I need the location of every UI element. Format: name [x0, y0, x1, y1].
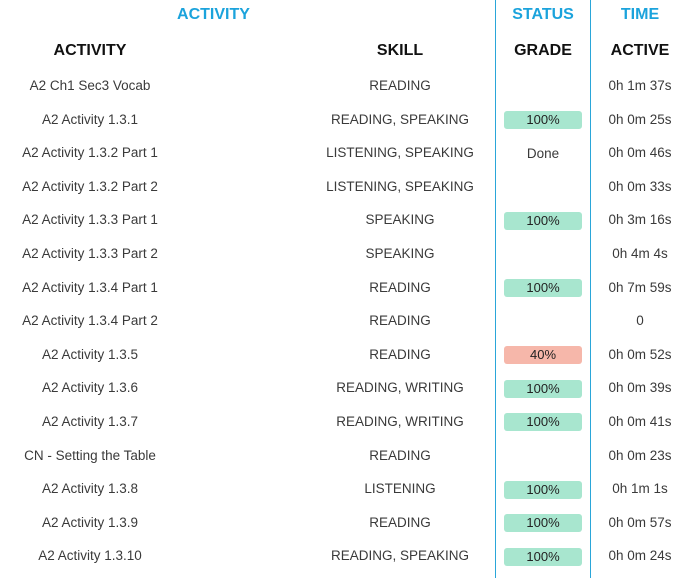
active-time-cell: 0h 1m 1s	[612, 481, 668, 497]
skill-cell: READING	[369, 514, 431, 530]
skill-cell: SPEAKING	[365, 246, 435, 261]
skill-cell: SPEAKING	[365, 212, 435, 228]
skill-cell: READING	[369, 447, 431, 463]
grade-cell: 100%	[496, 203, 590, 236]
activity-name-link[interactable]: A2 Activity 1.3.7	[41, 414, 139, 429]
active-time-cell: 0h 0m 39s	[608, 380, 672, 396]
grade-cell	[496, 439, 590, 472]
skill-cell: READING, SPEAKING	[330, 548, 470, 564]
active-time-cell: 0h 0m 25s	[608, 111, 672, 127]
activity-name-link[interactable]: A2 Activity 1.3.8	[41, 481, 139, 497]
active-time-cell: 0h 1m 37s	[608, 78, 672, 93]
table-row: A2 Ch1 Sec3 Vocab READING 0h 1m 37s	[0, 69, 688, 102]
column-header-active: ACTIVE	[610, 42, 670, 59]
status-column-divider	[495, 0, 496, 578]
table-row: A2 Activity 1.3.7 READING, WRITING 100% 0h …	[0, 405, 688, 438]
grade-badge: 100%	[504, 279, 582, 298]
column-header-activity: ACTIVITY	[53, 42, 127, 59]
skill-cell: LISTENING, SPEAKING	[326, 178, 474, 194]
table-row: CN - Setting the Table READING 0h 0m 23s	[0, 439, 688, 472]
table-row: A2 Activity 1.3.3 Part 2 SPEAKING 0h 4m 4s	[0, 237, 688, 270]
activity-name-link[interactable]: A2 Activity 1.3.2 Part 1	[22, 145, 158, 161]
table-row: A2 Activity 1.3.2 Part 1 LISTENING, SPEAK…	[0, 136, 688, 169]
grade-badge: 100%	[504, 111, 582, 130]
table-row: A2 Activity 1.3.1 READING, SPEAKING 100% 0h…	[0, 103, 688, 136]
table-row: A2 Activity 1.3.8 LISTENING 100% 0h 1m 1s	[0, 472, 688, 505]
grade-badge: 100%	[504, 547, 582, 566]
activity-name-link[interactable]: A2 Activity 1.3.3 Part 1	[22, 212, 158, 228]
grade-badge: 100%	[504, 480, 582, 499]
active-time-cell: 0h 4m 4s	[612, 246, 668, 261]
table-row: A2 Activity 1.3.10 READING, SPEAKING 100% 0…	[0, 539, 688, 572]
grade-status-text: Done	[526, 146, 560, 162]
grade-cell: 100%	[496, 506, 590, 539]
activity-name-link[interactable]: A2 Activity 1.3.2 Part 2	[22, 178, 158, 194]
column-header-skill: SKILL	[376, 42, 424, 59]
active-time-cell: 0h 3m 16s	[608, 212, 672, 228]
activity-name-link[interactable]: A2 Activity 1.3.4 Part 2	[22, 313, 158, 329]
activity-name-link[interactable]: A2 Activity 1.3.10	[38, 548, 142, 564]
skill-cell: READING, WRITING	[336, 414, 464, 429]
table-row: A2 Activity 1.3.5 READING 40% 0h 0m 52s	[0, 338, 688, 371]
grade-badge: 100%	[504, 211, 582, 230]
active-time-cell: 0h 0m 52s	[608, 346, 672, 362]
skill-cell: READING	[369, 279, 431, 295]
active-time-cell: 0h 0m 23s	[608, 447, 672, 463]
column-header-grade: GRADE	[514, 42, 572, 59]
skill-cell: READING	[369, 78, 431, 93]
skill-cell: READING	[369, 313, 431, 329]
group-header-status: STATUS	[512, 6, 574, 23]
grade-cell	[496, 237, 590, 270]
active-time-cell: 0h 7m 59s	[608, 279, 672, 295]
time-column-divider	[590, 0, 591, 578]
table-row: A2 Activity 1.3.2 Part 2 LISTENING, SPEAK…	[0, 170, 688, 203]
table-row: A2 Activity 1.3.4 Part 1 READING 100% 0h 7m…	[0, 271, 688, 304]
table-row: A2 Activity 1.3.4 Part 2 READING 0	[0, 304, 688, 337]
grade-cell: 100%	[496, 539, 590, 572]
active-time-cell: 0h 0m 41s	[608, 414, 672, 429]
active-time-cell: 0	[636, 313, 644, 329]
grade-badge: 40%	[504, 346, 582, 365]
active-time-cell: 0h 0m 46s	[608, 145, 672, 161]
activity-name-link[interactable]: A2 Activity 1.3.1	[41, 111, 139, 127]
activity-name-link[interactable]: A2 Activity 1.3.9	[41, 514, 139, 530]
table-row: A2 Activity 1.3.6 READING, WRITING 100% 0h …	[0, 371, 688, 404]
table-row: A2 Activity 1.3.9 READING 100% 0h 0m 57s	[0, 506, 688, 539]
grade-cell	[496, 304, 590, 337]
grade-badge: 100%	[504, 413, 582, 432]
activity-name-link[interactable]: A2 Activity 1.3.4 Part 1	[22, 279, 158, 295]
grade-cell: 100%	[496, 271, 590, 304]
table-row: A2 Activity 1.3.3 Part 1 SPEAKING 100% 0h 3…	[0, 203, 688, 236]
grade-cell	[496, 170, 590, 203]
activity-name-link[interactable]: CN - Setting the Table	[24, 447, 156, 463]
active-time-cell: 0h 0m 24s	[608, 548, 672, 564]
skill-cell: LISTENING, SPEAKING	[326, 145, 474, 161]
grade-cell: 100%	[496, 371, 590, 404]
grade-badge: 100%	[504, 514, 582, 533]
grade-cell: 40%	[496, 338, 590, 371]
activity-name-link[interactable]: A2 Activity 1.3.6	[41, 380, 139, 396]
activity-name-link[interactable]: A2 Activity 1.3.5	[41, 346, 139, 362]
skill-cell: READING, WRITING	[336, 380, 464, 396]
skill-cell: READING	[369, 346, 431, 362]
grade-badge: 100%	[504, 379, 582, 398]
skill-cell: LISTENING	[364, 481, 436, 497]
group-header-time: TIME	[620, 6, 660, 23]
grade-cell: Done	[496, 136, 590, 169]
grade-cell: 100%	[496, 472, 590, 505]
active-time-cell: 0h 0m 33s	[608, 178, 672, 194]
grade-cell	[496, 69, 590, 102]
skill-cell: READING, SPEAKING	[330, 111, 470, 127]
grade-cell: 100%	[496, 103, 590, 136]
activity-name-link[interactable]: A2 Activity 1.3.3 Part 2	[22, 246, 158, 261]
group-header-activity: ACTIVITY	[177, 6, 250, 23]
grade-cell: 100%	[496, 405, 590, 438]
active-time-cell: 0h 0m 57s	[608, 514, 672, 530]
activity-name-link[interactable]: A2 Ch1 Sec3 Vocab	[29, 78, 151, 93]
